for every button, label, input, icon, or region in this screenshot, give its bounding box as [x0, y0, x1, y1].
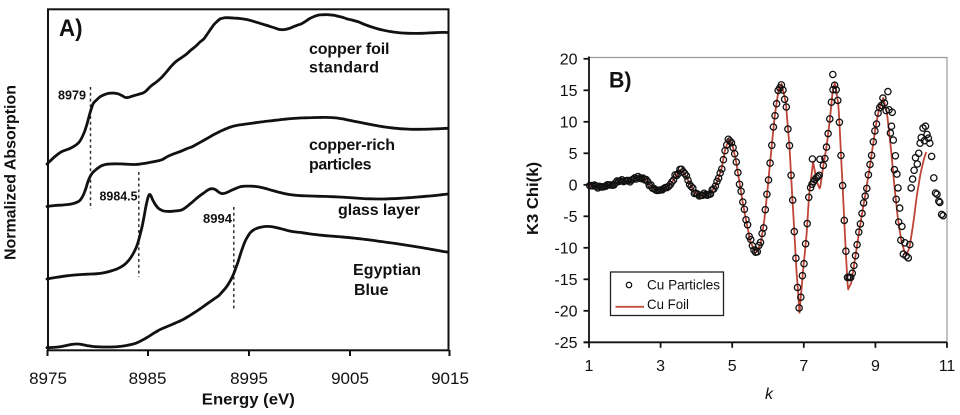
- svg-text:B): B): [609, 68, 632, 93]
- svg-text:11: 11: [939, 358, 956, 375]
- svg-text:8975: 8975: [29, 369, 67, 388]
- svg-text:3: 3: [656, 358, 665, 375]
- svg-text:1: 1: [585, 358, 594, 375]
- svg-text:copper foil: copper foil: [309, 41, 390, 58]
- svg-text:Cu Particles: Cu Particles: [647, 276, 720, 292]
- svg-text:-15: -15: [554, 272, 577, 289]
- svg-text:8979: 8979: [58, 88, 86, 103]
- svg-text:8994: 8994: [203, 211, 233, 226]
- svg-text:Energy (eV): Energy (eV): [202, 392, 295, 409]
- svg-text:8995: 8995: [230, 369, 268, 388]
- svg-text:Blue: Blue: [354, 282, 389, 299]
- svg-text:9: 9: [871, 358, 880, 375]
- svg-text:Normalized Absorption: Normalized Absorption: [3, 85, 20, 260]
- svg-text:-25: -25: [554, 335, 577, 352]
- svg-text:5: 5: [728, 358, 737, 375]
- svg-text:Cu Foil: Cu Foil: [647, 296, 689, 312]
- svg-text:8985: 8985: [129, 369, 167, 388]
- svg-text:Egyptian: Egyptian: [353, 262, 421, 279]
- svg-text:-10: -10: [554, 241, 577, 258]
- svg-text:k: k: [765, 386, 774, 403]
- svg-text:K3 Chi(k): K3 Chi(k): [525, 162, 542, 235]
- svg-text:0: 0: [569, 178, 578, 195]
- svg-text:20: 20: [560, 52, 578, 69]
- svg-text:-5: -5: [563, 209, 577, 226]
- svg-text:glass layer: glass layer: [338, 202, 420, 219]
- svg-text:standard: standard: [309, 60, 379, 77]
- svg-text:9005: 9005: [331, 369, 369, 388]
- svg-text:10: 10: [560, 115, 578, 132]
- svg-text:5: 5: [569, 146, 578, 163]
- svg-text:particles: particles: [309, 157, 372, 174]
- svg-text:copper-rich: copper-rich: [309, 137, 395, 154]
- svg-text:9015: 9015: [431, 369, 469, 388]
- svg-text:8984.5: 8984.5: [100, 189, 138, 204]
- svg-text:-20: -20: [554, 304, 577, 321]
- svg-text:A): A): [59, 15, 83, 42]
- svg-text:7: 7: [799, 358, 808, 375]
- svg-text:15: 15: [560, 83, 578, 100]
